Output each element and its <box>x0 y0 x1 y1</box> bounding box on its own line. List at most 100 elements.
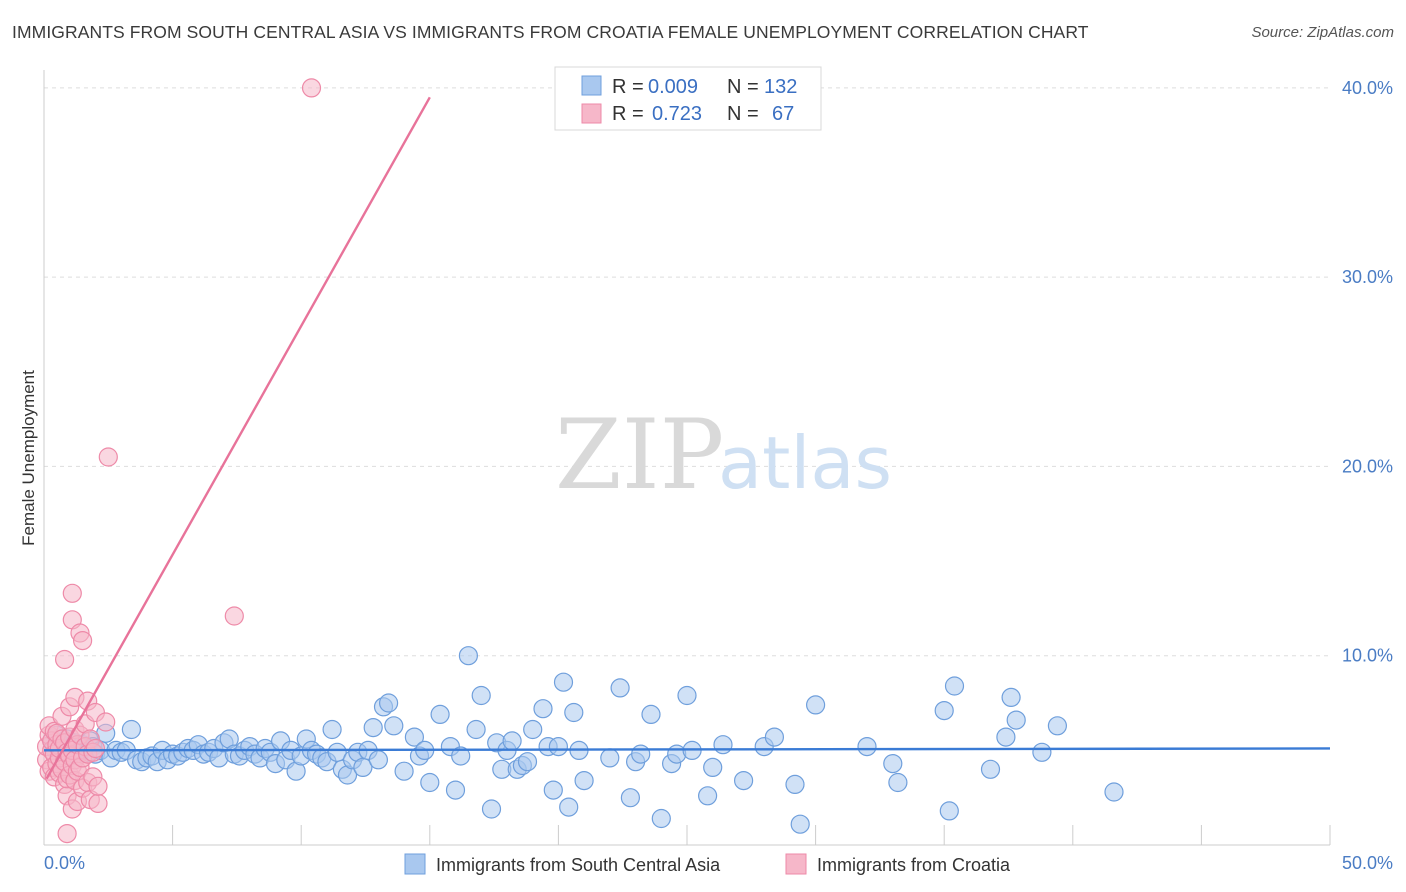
pink-data-point <box>301 78 322 98</box>
blue-data-point <box>1001 687 1021 708</box>
blue-data-point <box>553 672 574 692</box>
blue-data-point <box>713 735 733 755</box>
blue-data-point <box>641 704 661 725</box>
blue-data-point <box>384 716 404 736</box>
blue-data-point <box>1047 716 1068 736</box>
pink-data-point <box>96 712 116 732</box>
blue-data-point <box>764 727 785 747</box>
x-tick-labels: 0.0% 50.0% <box>44 853 1393 873</box>
source-credit: Source: ZipAtlas.com <box>1251 24 1394 41</box>
blue-data-point <box>481 799 502 819</box>
watermark-atlas: atlas <box>718 421 892 505</box>
pink-data-point <box>88 793 108 814</box>
trend-line-south-central-asia <box>43 747 1331 752</box>
x-tick-label-min: 0.0% <box>44 853 85 873</box>
legend-swatch-blue <box>581 75 602 96</box>
blue-data-point <box>121 719 141 740</box>
blue-data-point <box>733 770 754 791</box>
blue-data-point <box>805 695 826 715</box>
blue-data-point <box>502 731 522 751</box>
watermark-zip: ZIP <box>555 399 724 511</box>
series-legend: Immigrants from South Central Asia Immig… <box>404 853 1011 875</box>
blue-data-point <box>785 774 805 795</box>
blue-data-point <box>466 719 486 740</box>
blue-data-point <box>651 808 671 829</box>
blue-data-point <box>790 814 810 834</box>
blue-data-point <box>548 736 569 757</box>
blue-data-point <box>600 748 620 768</box>
blue-data-point <box>677 685 697 706</box>
y-tick-label-10: 10.0% <box>1342 646 1393 666</box>
blue-data-point <box>996 727 1016 747</box>
x-tick-label-max: 50.0% <box>1342 853 1393 873</box>
blue-data-point <box>574 770 594 791</box>
blue-data-point <box>368 750 388 770</box>
blue-data-point <box>883 753 903 774</box>
blue-data-point <box>888 772 908 793</box>
blue-data-point <box>1032 742 1052 762</box>
blue-data-point <box>533 699 553 719</box>
blue-data-point <box>523 719 543 740</box>
correlation-legend: R = 0.009 N = 132 R = 0.723 N = 67 <box>554 66 822 131</box>
y-tick-labels: 10.0% 20.0% 30.0% 40.0% <box>1342 78 1393 666</box>
series-croatia-points <box>36 78 322 844</box>
pink-data-point <box>62 583 82 603</box>
blue-data-point <box>543 780 563 800</box>
blue-data-point <box>939 801 959 821</box>
y-tick-label-30: 30.0% <box>1342 267 1393 287</box>
blue-data-point <box>471 685 491 706</box>
blue-data-point <box>379 693 399 713</box>
blue-data-point <box>980 759 1001 779</box>
pink-data-point <box>98 447 118 467</box>
pink-data-point <box>88 776 108 796</box>
blue-data-point <box>857 736 877 757</box>
legend-r-label-1: R = <box>612 76 644 98</box>
legend-r-label-2: R = <box>612 103 644 125</box>
blue-data-point <box>430 704 450 725</box>
blue-data-point <box>322 719 342 740</box>
legend-r-value-2: 0.723 <box>652 103 702 125</box>
watermark: ZIP atlas <box>555 399 892 511</box>
pink-data-point <box>224 606 244 626</box>
trend-lines <box>43 96 1331 780</box>
bottom-legend-label-blue: Immigrants from South Central Asia <box>436 855 721 875</box>
pink-data-point <box>85 738 106 759</box>
blue-data-point <box>517 752 538 772</box>
legend-r-value-1: 0.009 <box>648 76 698 98</box>
legend-n-label-1: N = <box>727 76 759 98</box>
y-axis-label: Female Unemployment <box>19 370 38 546</box>
bottom-legend-label-pink: Immigrants from Croatia <box>817 855 1011 875</box>
pink-data-point <box>72 630 93 651</box>
pink-data-point <box>54 649 75 670</box>
blue-data-point <box>631 744 651 764</box>
blue-data-point <box>451 746 471 766</box>
blue-data-point <box>559 797 579 817</box>
series-south-central-asia-points <box>42 646 1124 834</box>
blue-data-point <box>445 780 466 800</box>
chart-title: IMMIGRANTS FROM SOUTH CENTRAL ASIA VS IM… <box>12 22 1089 42</box>
blue-data-point <box>610 678 630 698</box>
blue-data-point <box>564 702 584 723</box>
legend-n-value-1: 132 <box>764 76 797 98</box>
pink-data-point <box>57 823 77 844</box>
blue-data-point <box>620 788 641 808</box>
blue-data-point <box>697 786 718 806</box>
blue-data-point <box>1104 782 1124 802</box>
blue-data-point <box>944 676 965 696</box>
blue-data-point <box>458 646 478 666</box>
y-tick-label-20: 20.0% <box>1342 456 1393 476</box>
trend-line-croatia <box>45 96 431 780</box>
blue-data-point <box>934 700 954 721</box>
y-tick-label-40: 40.0% <box>1342 78 1393 98</box>
legend-swatch-pink <box>581 103 602 124</box>
blue-data-point <box>703 757 723 778</box>
legend-n-value-2: 67 <box>772 103 794 125</box>
bottom-legend-swatch-pink <box>785 853 807 875</box>
axes-layer <box>43 70 1330 846</box>
blue-data-point <box>394 761 414 781</box>
bottom-legend-swatch-blue <box>404 853 426 875</box>
blue-data-point <box>363 717 383 738</box>
legend-n-label-2: N = <box>727 103 759 125</box>
blue-data-point <box>420 772 440 793</box>
